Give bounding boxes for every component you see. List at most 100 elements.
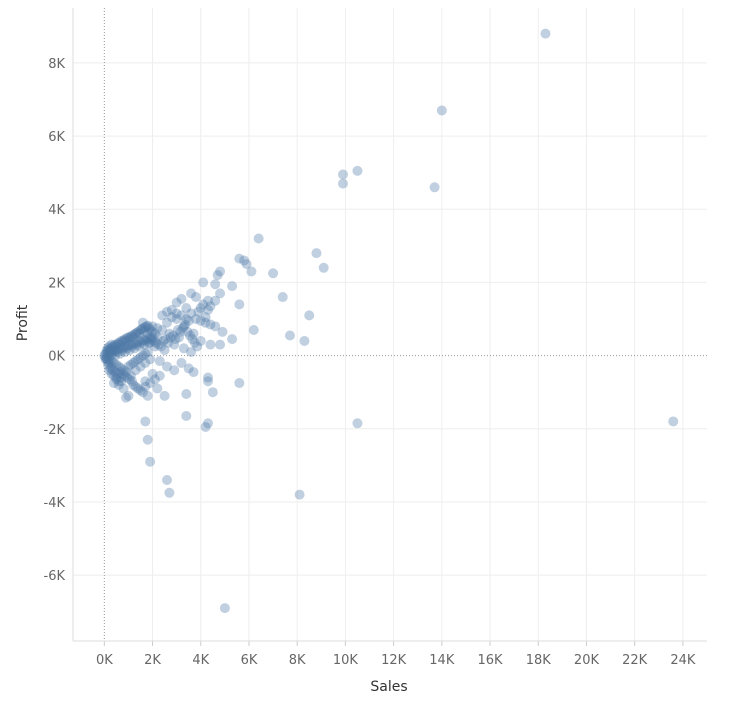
- scatter-point[interactable]: [198, 299, 209, 310]
- scatter-point[interactable]: [181, 410, 192, 421]
- scatter-point[interactable]: [106, 368, 117, 379]
- scatter-point[interactable]: [203, 418, 213, 429]
- scatter-point[interactable]: [146, 334, 157, 345]
- scatter-point[interactable]: [102, 356, 113, 367]
- scatter-point[interactable]: [118, 365, 129, 376]
- scatter-point[interactable]: [106, 361, 117, 372]
- scatter-point[interactable]: [128, 338, 139, 349]
- scatter-point[interactable]: [118, 335, 129, 346]
- scatter-point[interactable]: [195, 303, 206, 314]
- scatter-point[interactable]: [121, 392, 132, 403]
- scatter-point[interactable]: [104, 345, 115, 356]
- scatter-point[interactable]: [110, 367, 121, 378]
- scatter-point[interactable]: [147, 321, 158, 332]
- scatter-point[interactable]: [205, 339, 216, 350]
- scatter-point[interactable]: [177, 323, 188, 334]
- scatter-point[interactable]: [147, 368, 158, 379]
- scatter-point[interactable]: [241, 259, 252, 270]
- scatter-point[interactable]: [116, 363, 127, 374]
- scatter-point[interactable]: [108, 341, 119, 352]
- scatter-point[interactable]: [130, 365, 141, 376]
- scatter-point[interactable]: [142, 390, 153, 401]
- scatter-point[interactable]: [128, 379, 139, 390]
- scatter-point[interactable]: [352, 418, 363, 429]
- scatter-point[interactable]: [105, 346, 116, 357]
- scatter-point[interactable]: [203, 304, 213, 315]
- scatter-point[interactable]: [436, 105, 447, 116]
- scatter-point[interactable]: [130, 328, 141, 339]
- scatter-point[interactable]: [100, 354, 111, 365]
- scatter-point[interactable]: [227, 281, 238, 292]
- scatter-point[interactable]: [145, 337, 156, 348]
- scatter-point[interactable]: [131, 327, 142, 338]
- scatter-point[interactable]: [215, 288, 226, 299]
- scatter-point[interactable]: [149, 341, 160, 352]
- scatter-point[interactable]: [119, 370, 130, 381]
- scatter-point[interactable]: [219, 603, 230, 614]
- scatter-point[interactable]: [145, 378, 156, 389]
- scatter-point[interactable]: [135, 361, 146, 372]
- scatter-point[interactable]: [145, 324, 156, 335]
- scatter-point[interactable]: [110, 345, 121, 356]
- scatter-point[interactable]: [154, 370, 165, 381]
- scatter-point[interactable]: [203, 376, 213, 387]
- scatter-point[interactable]: [123, 332, 134, 343]
- scatter-point[interactable]: [115, 339, 126, 350]
- scatter-point[interactable]: [101, 347, 112, 358]
- scatter-point[interactable]: [284, 330, 295, 341]
- scatter-point[interactable]: [200, 312, 211, 323]
- scatter-point[interactable]: [104, 348, 115, 359]
- scatter-point[interactable]: [162, 306, 173, 317]
- scatter-point[interactable]: [171, 297, 182, 308]
- scatter-point[interactable]: [105, 363, 116, 374]
- scatter-point[interactable]: [121, 341, 132, 352]
- scatter-point[interactable]: [107, 365, 118, 376]
- scatter-point[interactable]: [133, 383, 144, 394]
- scatter-point[interactable]: [181, 314, 192, 325]
- scatter-point[interactable]: [107, 345, 118, 356]
- scatter-point[interactable]: [154, 356, 165, 367]
- scatter-point[interactable]: [187, 334, 198, 345]
- scatter-point[interactable]: [140, 376, 151, 387]
- scatter-point[interactable]: [137, 387, 148, 398]
- scatter-point[interactable]: [121, 367, 132, 378]
- scatter-point[interactable]: [234, 299, 245, 310]
- scatter-point[interactable]: [137, 323, 148, 334]
- scatter-point[interactable]: [181, 303, 192, 314]
- scatter-point[interactable]: [188, 367, 199, 378]
- scatter-point[interactable]: [112, 338, 123, 349]
- scatter-point[interactable]: [318, 262, 329, 273]
- scatter-point[interactable]: [170, 334, 181, 345]
- scatter-point[interactable]: [130, 337, 141, 348]
- scatter-point[interactable]: [166, 304, 177, 315]
- scatter-point[interactable]: [200, 317, 211, 328]
- scatter-point[interactable]: [195, 335, 206, 346]
- scatter-point[interactable]: [174, 332, 185, 343]
- scatter-point[interactable]: [108, 378, 119, 389]
- scatter-point[interactable]: [125, 370, 136, 381]
- scatter-point[interactable]: [169, 365, 180, 376]
- scatter-point[interactable]: [139, 339, 150, 350]
- scatter-point[interactable]: [165, 332, 176, 343]
- scatter-point[interactable]: [137, 317, 148, 328]
- scatter-point[interactable]: [203, 372, 213, 383]
- scatter-point[interactable]: [108, 357, 119, 368]
- scatter-point[interactable]: [111, 345, 122, 356]
- scatter-point[interactable]: [116, 372, 127, 383]
- scatter-point[interactable]: [186, 288, 197, 299]
- scatter-point[interactable]: [207, 387, 218, 398]
- scatter-point[interactable]: [137, 350, 148, 361]
- scatter-point[interactable]: [101, 345, 112, 356]
- scatter-point[interactable]: [158, 335, 169, 346]
- scatter-point[interactable]: [122, 333, 133, 344]
- scatter-point[interactable]: [210, 279, 221, 290]
- scatter-point[interactable]: [352, 165, 363, 176]
- scatter-point[interactable]: [171, 314, 182, 325]
- scatter-point[interactable]: [124, 374, 135, 385]
- scatter-point[interactable]: [668, 416, 679, 427]
- scatter-point[interactable]: [104, 354, 115, 365]
- scatter-point[interactable]: [140, 416, 151, 427]
- scatter-point[interactable]: [234, 253, 245, 264]
- scatter-point[interactable]: [176, 293, 187, 304]
- scatter-point[interactable]: [115, 367, 126, 378]
